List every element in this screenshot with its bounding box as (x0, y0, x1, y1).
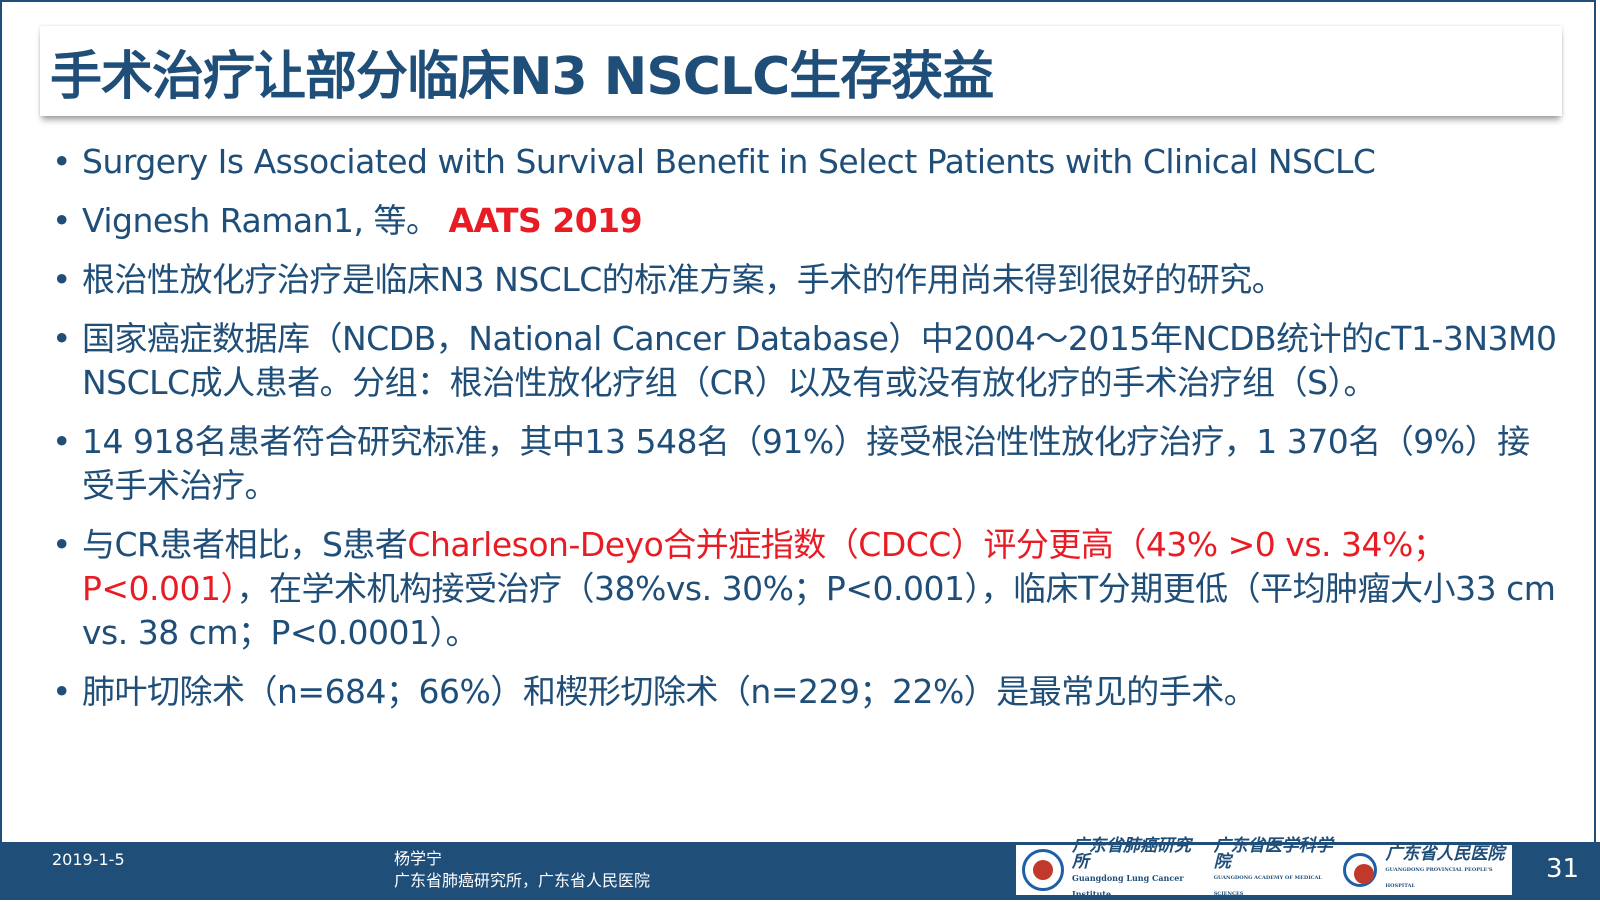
page-number: 31 (1546, 854, 1580, 884)
bullet-text: 国家癌症数据库（NCDB，National Cancer Database）中2… (82, 319, 1557, 402)
footer-author: 杨学宁 (394, 849, 443, 868)
logo-subtitle: Guangdong Lung Cancer Institute (1072, 873, 1184, 899)
footer-bar: 2019-1-5 杨学宁 广东省肺癌研究所，广东省人民医院 广东省肺癌研究所 G… (0, 838, 1600, 900)
footer-institution: 广东省肺癌研究所，广东省人民医院 (394, 871, 651, 890)
bullet-list: Surgery Is Associated with Survival Bene… (50, 140, 1560, 729)
bullet-paper-title: Surgery Is Associated with Survival Bene… (50, 140, 1560, 184)
bullet-procedures: 肺叶切除术（n=684；66%）和楔形切除术（n=229；22%）是最常见的手术… (50, 670, 1560, 714)
bullet-text: Surgery Is Associated with Survival Bene… (82, 142, 1376, 181)
title-bar: 手术治疗让部分临床N3 NSCLC生存获益 (40, 26, 1562, 116)
logo-name: 广东省人民医院 (1385, 844, 1505, 864)
bullet-text-post: ，在学术机构接受治疗（38%vs. 30%；P<0.001），临床T分期更低（平… (82, 569, 1556, 652)
author-text: Vignesh Raman1, 等。 (82, 201, 449, 240)
logo-academy: 广东省医学科学院 GUANGDONG ACADEMY OF MEDICAL SC… (1214, 838, 1336, 902)
bullet-patients: 14 918名患者符合研究标准，其中13 548名（91%）接受根治性性放化疗治… (50, 420, 1560, 508)
bullet-text: 14 918名患者符合研究标准，其中13 548名（91%）接受根治性性放化疗治… (82, 422, 1530, 505)
logo-hospital: 广东省人民医院 GUANGDONG PROVINCIAL PEOPLE'S HO… (1385, 846, 1506, 894)
bullet-background: 根治性放化疗治疗是临床N3 NSCLC的标准方案，手术的作用尚未得到很好的研究。 (50, 258, 1560, 302)
hospital-logo-icon (1343, 853, 1378, 887)
footer-author-block: 杨学宁 广东省肺癌研究所，广东省人民医院 (394, 848, 650, 892)
bullet-text: 根治性放化疗治疗是临床N3 NSCLC的标准方案，手术的作用尚未得到很好的研究。 (82, 260, 1285, 299)
cdcc-highlight: Charleson-Deyo合并症指数（CDCC）评分更高（43% >0 vs.… (82, 525, 1446, 608)
bullet-text: 肺叶切除术（n=684；66%）和楔形切除术（n=229；22%）是最常见的手术… (82, 672, 1257, 711)
bullet-comparison: 与CR患者相比，S患者Charleson-Deyo合并症指数（CDCC）评分更高… (50, 523, 1560, 655)
logo-subtitle: GUANGDONG PROVINCIAL PEOPLE'S HOSPITAL (1385, 867, 1493, 889)
lung-cancer-institute-logo-icon (1022, 849, 1064, 891)
logo-lung-cancer-institute: 广东省肺癌研究所 Guangdong Lung Cancer Institute (1072, 838, 1206, 902)
conference-highlight: AATS 2019 (448, 201, 643, 240)
logo-name: 广东省肺癌研究所 (1072, 836, 1191, 872)
bullet-methods: 国家癌症数据库（NCDB，National Cancer Database）中2… (50, 317, 1560, 405)
bullet-text-pre: 与CR患者相比，S患者 (82, 525, 408, 564)
institution-logos: 广东省肺癌研究所 Guangdong Lung Cancer Institute… (1016, 838, 1512, 899)
logo-subtitle: GUANGDONG ACADEMY OF MEDICAL SCIENCES (1213, 875, 1322, 897)
logo-name: 广东省医学科学院 (1213, 836, 1333, 872)
slide-title: 手术治疗让部分临床N3 NSCLC生存获益 (50, 47, 994, 107)
bullet-authors: Vignesh Raman1, 等。 AATS 2019 (50, 199, 1560, 243)
footer-date: 2019-1-5 (52, 850, 125, 869)
